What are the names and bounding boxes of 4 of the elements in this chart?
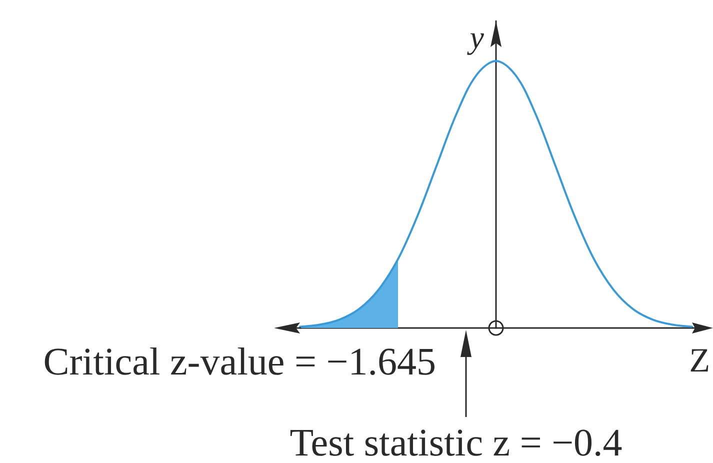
x-axis-title: Z [689,342,710,380]
y-axis-title: y [466,19,485,55]
text: Test statistic z = −0.4 [290,422,622,463]
text: Critical z-value = −1.645 [43,340,436,384]
